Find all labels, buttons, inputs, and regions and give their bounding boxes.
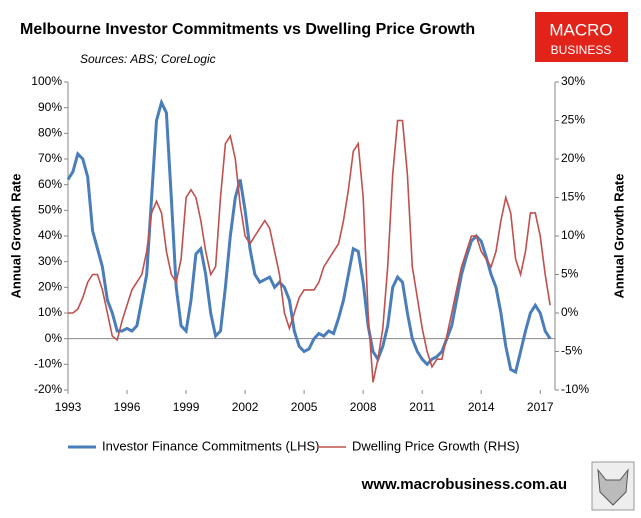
y2-tick-label: 20%: [561, 151, 585, 165]
y-tick-label: 70%: [38, 151, 62, 165]
y-tick-label: -20%: [34, 382, 62, 396]
chart-title: Melbourne Investor Commitments vs Dwelli…: [20, 21, 475, 38]
x-tick-label: 2014: [468, 400, 495, 414]
x-tick-label: 1996: [114, 400, 141, 414]
y-tick-label: 40%: [38, 228, 62, 242]
chart-subtitle: Sources: ABS; CoreLogic: [80, 52, 216, 66]
y-tick-label: 60%: [38, 177, 62, 191]
x-tick-label: 1993: [55, 400, 82, 414]
logo: [535, 12, 628, 62]
x-tick-label: 2002: [232, 400, 259, 414]
x-tick-label: 2017: [527, 400, 554, 414]
footer: www.macrobusiness.com.au: [361, 476, 567, 493]
y2-axis-label: Annual Growth Rate: [611, 174, 626, 299]
y-tick-label: 30%: [38, 254, 62, 268]
y2-tick-label: 10%: [561, 228, 585, 242]
y-tick-label: 80%: [38, 126, 62, 140]
y2-tick-label: 15%: [561, 190, 585, 204]
y2-tick-label: 25%: [561, 113, 585, 127]
data-line: [66, 98, 552, 375]
fox-icon: [591, 461, 635, 511]
x-tick-label: 2005: [291, 400, 318, 414]
y2-tick-label: -10%: [561, 382, 589, 396]
y-axis-label: Annual Growth Rate: [8, 174, 23, 299]
logo-text: MACRO: [549, 20, 612, 39]
y-tick-label: 0%: [45, 331, 63, 345]
x-tick-label: 2008: [350, 400, 377, 414]
logo-text: BUSINESS: [551, 43, 612, 57]
x-tick-label: 2011: [409, 400, 435, 414]
y-tick-label: 100%: [31, 74, 62, 88]
y2-tick-label: 0%: [561, 305, 579, 319]
y2-tick-label: 5%: [561, 267, 579, 281]
legend-label: Dwelling Price Growth (RHS): [352, 438, 520, 453]
y2-tick-label: 30%: [561, 74, 585, 88]
y2-tick-label: -5%: [561, 344, 583, 358]
y-tick-label: 10%: [38, 305, 62, 319]
y-tick-label: 50%: [38, 203, 62, 217]
y-tick-label: -10%: [34, 357, 62, 371]
data-line: [68, 119, 551, 383]
y-tick-label: 90%: [38, 100, 62, 114]
y-tick-label: 20%: [38, 280, 62, 294]
x-tick-label: 1999: [173, 400, 200, 414]
legend-label: Investor Finance Commitments (LHS): [102, 438, 319, 453]
